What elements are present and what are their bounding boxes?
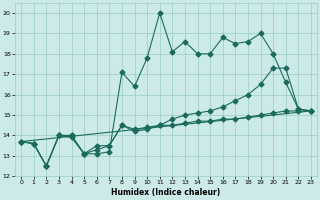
X-axis label: Humidex (Indice chaleur): Humidex (Indice chaleur)	[111, 188, 221, 197]
